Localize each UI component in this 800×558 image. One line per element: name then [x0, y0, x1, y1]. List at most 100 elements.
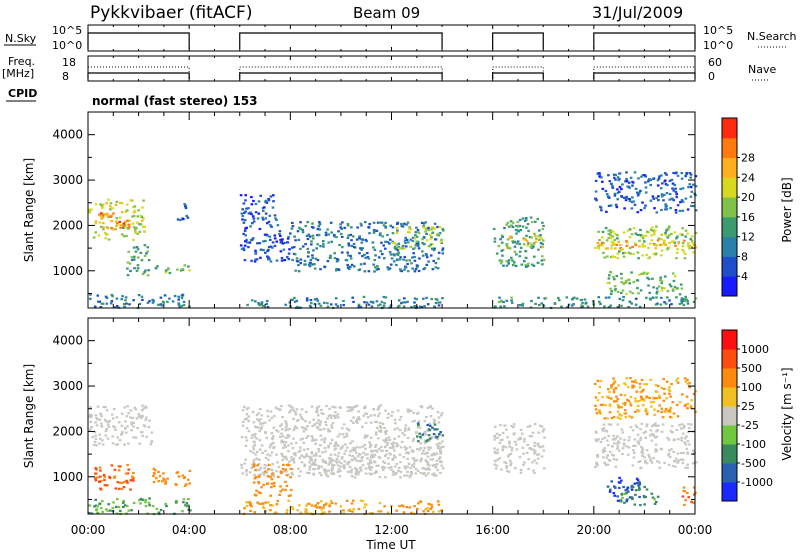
vel-cell — [294, 425, 297, 428]
vel-cell — [609, 423, 613, 426]
vel-cell — [323, 511, 326, 514]
power-cell — [671, 182, 675, 185]
vel-cell — [636, 409, 639, 412]
power-cell — [270, 225, 273, 228]
vel-cell — [324, 503, 327, 506]
power-cell — [92, 236, 96, 239]
power-cell — [415, 226, 418, 229]
vel-cell — [361, 499, 365, 502]
vel-cell — [98, 442, 101, 445]
power-cell — [639, 189, 642, 192]
vel-cell — [299, 416, 303, 419]
power-cell — [687, 244, 690, 247]
power-cell — [410, 262, 413, 265]
vel-cell — [328, 462, 332, 465]
vel-cell — [632, 451, 636, 454]
power-cell — [257, 212, 261, 215]
vel-cell — [616, 398, 619, 401]
vel-cell — [106, 509, 109, 512]
power-cell — [668, 246, 671, 249]
vel-cell — [330, 424, 333, 427]
vel-cell — [621, 452, 624, 456]
power-cell — [641, 254, 644, 257]
power-cell — [133, 255, 136, 258]
vel-cell — [126, 504, 129, 508]
power-cell — [538, 236, 542, 239]
vel-cell — [628, 415, 631, 418]
vel-cell — [310, 405, 314, 408]
vel-cell — [684, 466, 687, 469]
power-cell — [649, 228, 653, 231]
power-cell — [628, 186, 631, 189]
power-cell — [323, 301, 326, 304]
power-cell — [94, 220, 98, 223]
vel-cell — [423, 452, 427, 455]
vel-cell — [436, 469, 439, 472]
vel-cell — [241, 409, 245, 412]
power-cell — [684, 175, 687, 178]
vel-cell — [409, 473, 413, 476]
vel-cell — [127, 509, 131, 512]
power-cell — [678, 209, 682, 212]
vel-cell — [310, 451, 314, 454]
power-cell — [363, 301, 366, 304]
power-cell — [434, 262, 438, 265]
power-cell — [352, 300, 355, 303]
vel-cell — [655, 500, 658, 504]
power-cell — [140, 295, 144, 298]
power-cell — [625, 195, 628, 198]
vel-cell — [285, 463, 289, 467]
vel-cell — [425, 440, 428, 443]
vel-cell — [378, 425, 382, 428]
vel-cell — [390, 414, 393, 417]
power-cell — [131, 215, 134, 218]
power-cell — [179, 218, 182, 222]
power-cell — [182, 218, 185, 221]
vel-cell — [150, 431, 154, 434]
power-cell — [163, 294, 167, 297]
power-cell — [377, 304, 380, 307]
vel-cell — [330, 438, 334, 441]
vel-cell — [116, 481, 120, 484]
power-cell — [290, 227, 294, 230]
power-cell — [139, 214, 143, 217]
vel-cell — [99, 437, 102, 440]
vel-cell — [120, 424, 124, 427]
vel-cell — [398, 505, 401, 508]
vel-cell — [641, 404, 645, 407]
vel-cell — [616, 410, 620, 413]
vel-cell — [323, 446, 327, 450]
power-cell — [255, 258, 259, 261]
power-cell — [621, 299, 625, 302]
power-cell — [295, 257, 299, 260]
power-cell — [673, 184, 677, 187]
vel-cell — [141, 404, 144, 407]
vel-cell — [509, 464, 512, 467]
vel-cell — [116, 498, 119, 501]
vel-cell — [383, 461, 387, 464]
velocity-colorbar-tick-label: -1000 — [741, 476, 773, 489]
power-cell — [382, 224, 386, 227]
power-cell — [115, 297, 119, 300]
power-cell — [177, 298, 180, 301]
power-cell — [610, 247, 613, 250]
power-cell — [360, 224, 363, 227]
vel-cell — [631, 384, 634, 387]
power-cell — [264, 200, 267, 204]
power-cell — [137, 294, 141, 297]
vel-cell — [384, 440, 387, 443]
vel-cell — [369, 461, 372, 464]
power-cell — [350, 239, 353, 242]
vel-cell — [616, 435, 619, 438]
power-cell — [691, 183, 695, 186]
vel-cell — [607, 396, 610, 399]
vel-cell — [629, 395, 633, 399]
vel-cell — [286, 428, 290, 431]
power-cell — [685, 172, 688, 176]
vel-cell — [654, 422, 657, 425]
power-cell — [607, 174, 610, 177]
power-cell — [267, 220, 271, 223]
power-cell — [499, 262, 503, 265]
vel-cell — [670, 448, 673, 451]
vel-cell — [637, 484, 640, 487]
